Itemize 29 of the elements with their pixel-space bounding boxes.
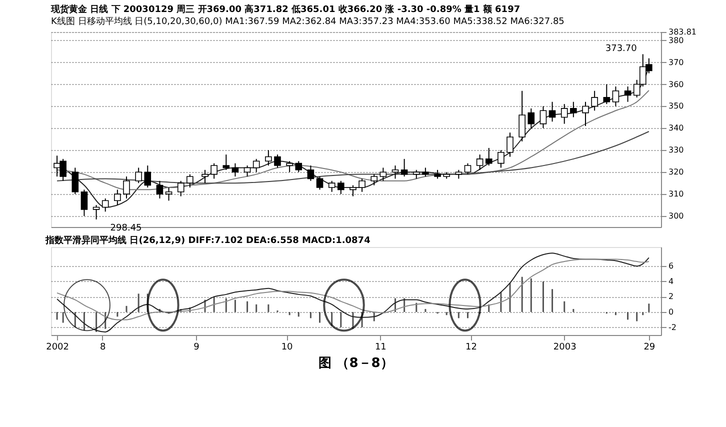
y-tick-label: 310 [668,190,684,199]
x-tick-label: 2002 [46,342,69,352]
x-tick-label: 2003 [553,342,576,352]
y-tick-label: 300 [668,212,684,221]
x-tick-label: 8 [100,342,106,352]
annotation: 373.70 [605,44,638,54]
x-tick-label: 11 [374,342,386,352]
y-tick-label: 360 [668,80,684,89]
annotation: 298.45 [110,223,142,234]
x-tick-label: 12 [466,342,477,352]
chart-subtitle: K线图 日移动平均线 日(5,10,20,30,60,0) MA1:367.59 MA2:362.84 MA3:357.23 MA4:353.60 MA5:338.52 MA6:327.85 [51,16,564,27]
y-tick-label: 6 [668,262,674,271]
y-tick-label: 4 [668,276,674,286]
y-tick-label: 320 [668,168,684,177]
y-tick-label: 383.81 [668,28,696,36]
y-tick-label: 2 [668,292,674,302]
chart-title: 现货黄金 日线 下 20030129 周三 开369.00 高371.82 低365.01 收366.20 涨 -3.30 -0.89% 量1 额 6197 [50,4,520,15]
x-tick-label: 9 [194,342,200,352]
y-tick-label: 340 [668,124,684,133]
y-tick-label: 350 [668,102,684,111]
text: 图 （8－8） [318,356,394,371]
chart-title: 指数平滑异同平均线 日(26,12,9) DIFF:7.102 DEA:6.558 MACD:1.0874 [44,235,370,246]
y-tick-label: 370 [668,58,684,67]
y-tick-label: 380 [668,36,684,45]
y-tick-label: 0 [668,308,674,317]
y-tick-label: -2 [668,322,676,332]
x-tick-label: 10 [281,342,294,352]
y-tick-label: 330 [668,146,684,155]
x-tick-label: 29 [644,342,656,352]
